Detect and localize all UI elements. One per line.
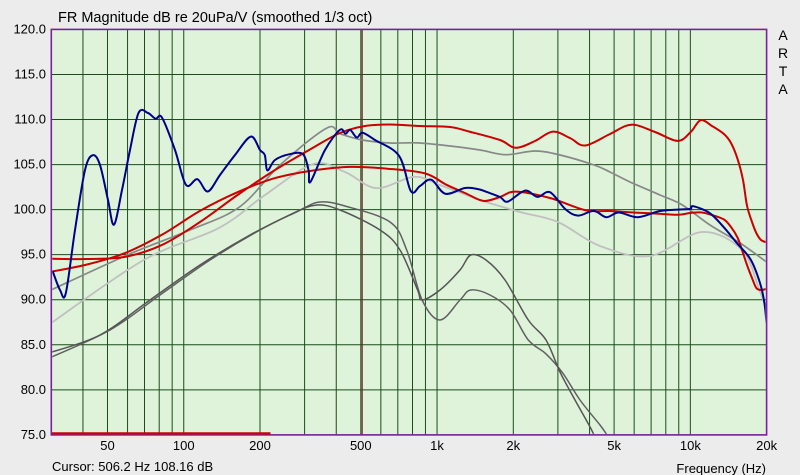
svg-text:500: 500 xyxy=(350,438,372,453)
svg-text:85.0: 85.0 xyxy=(21,337,46,352)
svg-text:T: T xyxy=(779,63,788,79)
svg-text:120.0: 120.0 xyxy=(13,22,46,37)
svg-text:R: R xyxy=(778,45,788,61)
svg-text:Cursor: 506.2 Hz 108.16 dB: Cursor: 506.2 Hz 108.16 dB xyxy=(52,459,213,474)
svg-text:75.0: 75.0 xyxy=(21,427,46,442)
svg-text:A: A xyxy=(778,81,788,97)
svg-text:80.0: 80.0 xyxy=(21,382,46,397)
svg-text:90.0: 90.0 xyxy=(21,292,46,307)
svg-text:Frequency (Hz): Frequency (Hz) xyxy=(676,461,766,475)
svg-text:105.0: 105.0 xyxy=(13,157,46,172)
svg-text:5k: 5k xyxy=(607,438,621,453)
svg-text:FR Magnitude dB re 20uPa/V (sm: FR Magnitude dB re 20uPa/V (smoothed 1/3… xyxy=(58,10,372,26)
svg-text:A: A xyxy=(778,27,788,43)
svg-text:95.0: 95.0 xyxy=(21,247,46,262)
svg-text:200: 200 xyxy=(249,438,271,453)
svg-text:115.0: 115.0 xyxy=(14,67,46,82)
svg-text:110.0: 110.0 xyxy=(14,112,46,127)
svg-text:20k: 20k xyxy=(756,438,777,453)
svg-text:50: 50 xyxy=(100,438,114,453)
svg-text:100.0: 100.0 xyxy=(13,202,46,217)
svg-text:1k: 1k xyxy=(430,438,444,453)
svg-text:2k: 2k xyxy=(506,438,520,453)
svg-text:10k: 10k xyxy=(680,438,701,453)
svg-text:100: 100 xyxy=(173,438,195,453)
